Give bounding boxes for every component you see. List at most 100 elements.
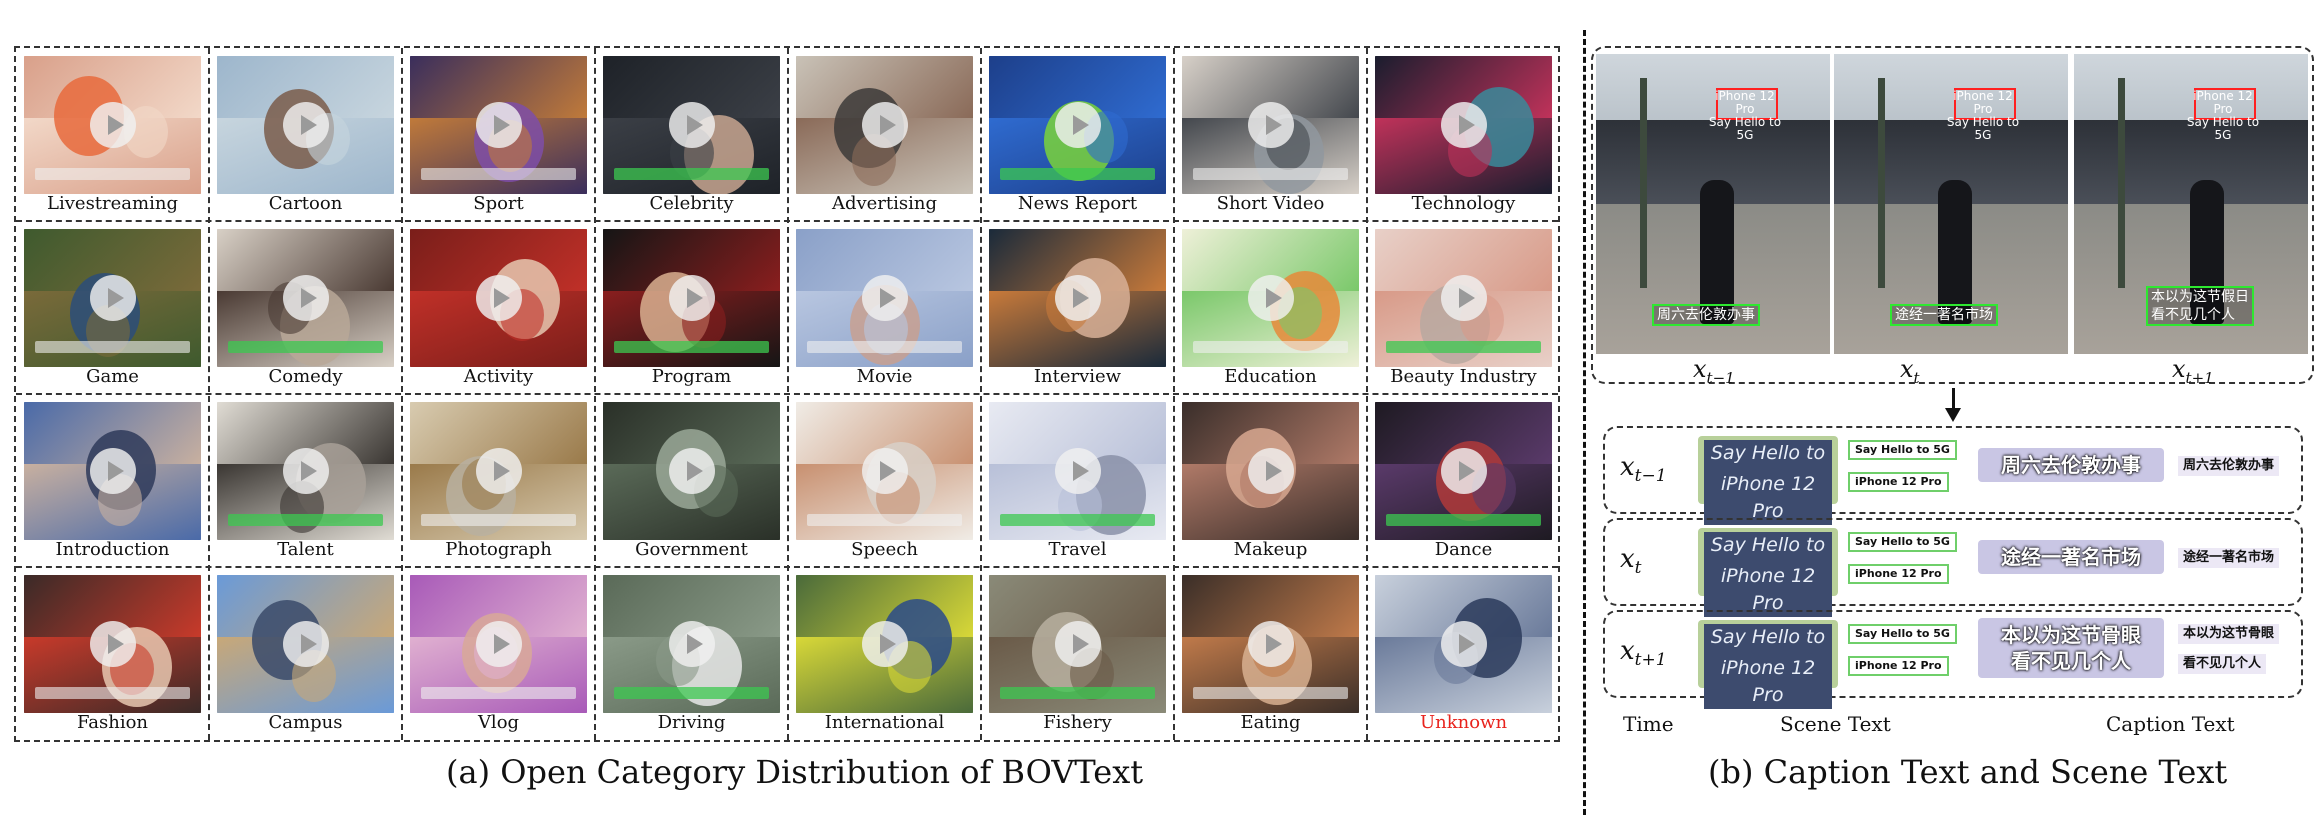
video-thumbnail[interactable] [1375, 56, 1552, 194]
play-icon[interactable] [282, 102, 329, 148]
video-thumbnail[interactable] [410, 575, 587, 713]
play-icon[interactable] [282, 621, 329, 667]
video-thumbnail[interactable] [796, 575, 973, 713]
play-icon[interactable] [861, 275, 908, 321]
play-icon[interactable] [475, 448, 522, 494]
video-thumbnail[interactable] [989, 229, 1166, 367]
video-frame: iPhone 12 Pro Say Hello to 5G 途经一著名市场 [1834, 54, 2068, 354]
play-icon[interactable] [89, 275, 136, 321]
play-icon[interactable] [861, 448, 908, 494]
play-icon[interactable] [668, 102, 715, 148]
category-label: Government [635, 539, 748, 560]
play-icon[interactable] [89, 621, 136, 667]
video-thumbnail[interactable] [24, 229, 201, 367]
scene-text-recognized: Say Hello to 5G [1848, 532, 1957, 552]
category-cell: Interview [981, 221, 1174, 394]
category-cell: Beauty Industry [1367, 221, 1560, 394]
video-thumbnail[interactable] [1182, 402, 1359, 540]
play-icon[interactable] [1054, 102, 1101, 148]
scene-text-recognized: iPhone 12 Pro [1848, 564, 1949, 584]
play-icon[interactable] [1440, 102, 1487, 148]
category-cell: Activity [402, 221, 595, 394]
video-thumbnail[interactable] [1182, 575, 1359, 713]
category-cell: Introduction [16, 394, 209, 567]
video-thumbnail[interactable] [410, 402, 587, 540]
video-thumbnail[interactable] [410, 229, 587, 367]
video-thumbnail[interactable] [1182, 229, 1359, 367]
video-thumbnail[interactable] [217, 402, 394, 540]
play-icon[interactable] [89, 448, 136, 494]
video-thumbnail[interactable] [796, 402, 973, 540]
play-icon[interactable] [1054, 275, 1101, 321]
category-label: Travel [1048, 539, 1107, 560]
text-row-box [1603, 426, 2303, 514]
category-cell: Speech [788, 394, 981, 567]
scene-text-recognized: iPhone 12 Pro [1848, 656, 1949, 676]
video-thumbnail[interactable] [217, 229, 394, 367]
play-icon[interactable] [1247, 448, 1294, 494]
category-label: Beauty Industry [1390, 366, 1537, 387]
down-arrow [1952, 388, 1955, 410]
video-thumbnail[interactable] [603, 56, 780, 194]
video-thumbnail[interactable] [217, 575, 394, 713]
category-label: Movie [856, 366, 913, 387]
frame-label-3: xt+1 [2172, 355, 2214, 387]
play-icon[interactable] [1440, 448, 1487, 494]
category-label: Speech [851, 539, 918, 560]
video-thumbnail[interactable] [1375, 229, 1552, 367]
play-icon[interactable] [475, 275, 522, 321]
video-thumbnail[interactable] [796, 229, 973, 367]
video-thumbnail[interactable] [603, 402, 780, 540]
caption-text-recognized: 看不见几个人 [2178, 654, 2267, 674]
category-label: Talent [277, 539, 334, 560]
play-icon[interactable] [668, 621, 715, 667]
scene-text-line: iPhone 12 Pro [1704, 655, 1832, 709]
play-icon[interactable] [282, 275, 329, 321]
play-icon[interactable] [1247, 621, 1294, 667]
category-cell: Makeup [1174, 394, 1367, 567]
category-cell: Fishery [981, 567, 1174, 740]
video-thumbnail[interactable] [603, 229, 780, 367]
play-icon[interactable] [668, 275, 715, 321]
category-grid [14, 46, 1560, 742]
video-frame: iPhone 12 Pro Say Hello to 5G 周六去伦敦办事 [1596, 54, 1830, 354]
play-icon[interactable] [1247, 275, 1294, 321]
video-thumbnail[interactable] [989, 56, 1166, 194]
caption-text-line: 周六去伦敦办事 [2001, 453, 2141, 477]
play-icon[interactable] [282, 448, 329, 494]
play-icon[interactable] [89, 102, 136, 148]
billboard-line: iPhone 12 Pro [1715, 89, 1775, 116]
row-time-base: x [1620, 452, 1635, 482]
category-label: Makeup [1233, 539, 1308, 560]
play-icon[interactable] [1440, 621, 1487, 667]
play-icon[interactable] [1054, 621, 1101, 667]
play-icon[interactable] [475, 621, 522, 667]
play-icon[interactable] [861, 621, 908, 667]
video-thumbnail[interactable] [989, 402, 1166, 540]
play-icon[interactable] [475, 102, 522, 148]
grid-divider-horizontal [16, 220, 1558, 222]
play-icon[interactable] [1247, 102, 1294, 148]
scene-text-line: iPhone 12 Pro [1704, 563, 1832, 617]
play-icon[interactable] [1054, 448, 1101, 494]
right-caption: (b) Caption Text and Scene Text [1708, 753, 2228, 791]
video-thumbnail[interactable] [24, 56, 201, 194]
grid-divider-horizontal [16, 566, 1558, 568]
play-icon[interactable] [861, 102, 908, 148]
video-thumbnail[interactable] [796, 56, 973, 194]
text-row-box [1603, 610, 2303, 698]
video-thumbnail[interactable] [1375, 575, 1552, 713]
video-thumbnail[interactable] [410, 56, 587, 194]
scene-text-recognized: iPhone 12 Pro [1848, 472, 1949, 492]
video-thumbnail[interactable] [1182, 56, 1359, 194]
video-thumbnail[interactable] [24, 575, 201, 713]
play-icon[interactable] [1440, 275, 1487, 321]
video-thumbnail[interactable] [217, 56, 394, 194]
video-thumbnail[interactable] [989, 575, 1166, 713]
video-thumbnail[interactable] [1375, 402, 1552, 540]
panel-divider [1583, 30, 1586, 815]
play-icon[interactable] [668, 448, 715, 494]
video-thumbnail[interactable] [603, 575, 780, 713]
billboard-text: iPhone 12 Pro Say Hello to 5G [2186, 90, 2260, 142]
video-thumbnail[interactable] [24, 402, 201, 540]
